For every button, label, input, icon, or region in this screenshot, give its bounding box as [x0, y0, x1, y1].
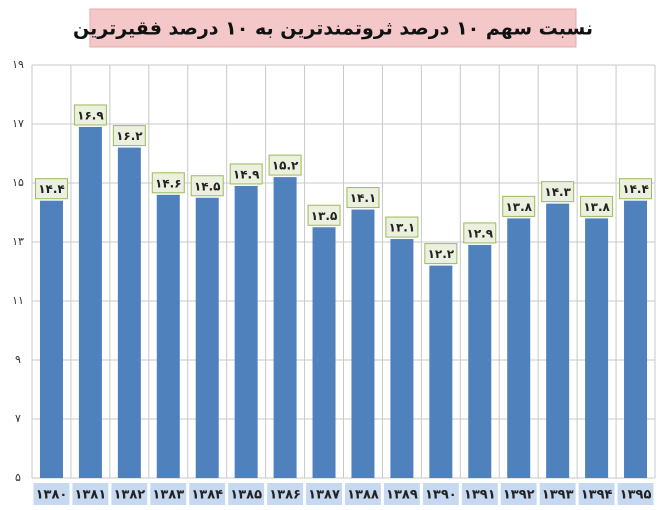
x-label-box [422, 483, 459, 505]
y-tick-label: ۹ [15, 353, 21, 366]
value-label-box [385, 216, 419, 238]
value-label: ۱۴.۵ [194, 179, 221, 193]
x-tick-label: ۱۳۸۴ [191, 488, 223, 503]
x-label-box [578, 483, 615, 505]
bar [546, 203, 570, 478]
y-tick-label: ۱۹ [12, 58, 24, 71]
x-label-box [72, 483, 109, 505]
y-tick-label: ۱۷ [12, 117, 24, 130]
x-label-box [267, 483, 304, 505]
x-label-box [461, 483, 498, 505]
y-tick-label: ۱۱ [12, 294, 24, 307]
value-label: ۱۴.۴ [38, 182, 65, 196]
value-label: ۱۴.۹ [233, 167, 260, 181]
x-label-box [500, 483, 537, 505]
value-label: ۱۲.۹ [467, 226, 494, 240]
bar [273, 177, 297, 478]
value-label: ۱۳.۸ [505, 200, 532, 214]
value-label-box [346, 187, 380, 209]
value-label: ۱۴.۶ [155, 176, 182, 190]
bar [468, 244, 492, 478]
x-label-box [539, 483, 576, 505]
value-label-box [34, 178, 68, 200]
x-label-box [306, 483, 342, 505]
x-tick-label: ۱۳۸۶ [269, 488, 301, 503]
x-tick-label: ۱۳۸۰ [36, 488, 68, 503]
bar [156, 194, 180, 479]
x-tick-label: ۱۳۹۵ [620, 488, 652, 503]
title-box [89, 8, 577, 48]
x-tick-label: ۱۳۹۲ [503, 488, 535, 503]
x-label-box [617, 483, 654, 505]
x-tick-label: ۱۳۸۹ [386, 488, 418, 503]
value-label: ۱۶.۲ [116, 129, 143, 143]
bar [429, 265, 453, 478]
y-tick-label: ۱۵ [12, 176, 24, 189]
value-label: ۱۵.۲ [272, 159, 299, 173]
bar [585, 218, 609, 478]
value-label-box [619, 178, 653, 200]
value-label: ۱۳.۸ [583, 200, 610, 214]
value-label-box [463, 222, 497, 244]
value-label: ۱۲.۲ [428, 247, 455, 261]
value-label-box [541, 181, 575, 203]
value-label-box [502, 195, 536, 217]
value-label-box [424, 243, 458, 265]
bar [39, 200, 63, 478]
y-tick-label: ۵ [15, 471, 21, 484]
x-tick-label: ۱۳۸۸ [347, 488, 379, 503]
y-tick-label: ۷ [15, 412, 21, 425]
value-label-box [151, 172, 185, 194]
value-label: ۱۳.۱ [389, 221, 416, 235]
value-label-box [190, 175, 224, 197]
x-label-box [383, 483, 420, 505]
x-label-box [150, 483, 187, 505]
x-label-box [189, 483, 226, 505]
x-tick-label: ۱۳۸۵ [230, 488, 262, 503]
bar [117, 147, 141, 478]
x-label-box [111, 483, 148, 505]
value-label: ۱۳.۵ [311, 209, 338, 223]
x-label-box [228, 483, 265, 505]
x-tick-label: ۱۳۸۳ [152, 488, 184, 503]
value-label-box [268, 154, 302, 176]
bar [312, 227, 336, 478]
y-tick-label: ۱۳ [12, 235, 24, 248]
x-tick-label: ۱۳۹۳ [542, 488, 574, 503]
value-label: ۱۴.۴ [622, 182, 649, 196]
x-tick-label: ۱۳۹۰ [425, 488, 457, 503]
value-label-box [307, 204, 341, 226]
bar [234, 185, 258, 478]
value-label-box [229, 163, 263, 185]
bar [507, 218, 531, 478]
x-label-box [33, 483, 70, 505]
bar [351, 209, 375, 479]
value-label-box [112, 125, 146, 147]
value-label-box [73, 104, 107, 126]
bar [624, 200, 648, 478]
bar [195, 197, 219, 478]
value-label: ۱۴.۳ [544, 185, 571, 199]
x-label-box [345, 483, 381, 505]
value-label-box [580, 195, 614, 217]
x-tick-label: ۱۳۹۴ [581, 488, 613, 503]
bar [78, 126, 102, 478]
chart-title: نسبت سهم ۱۰ درصد ثروتمندترین به ۱۰ درصد … [73, 18, 593, 40]
value-label: ۱۶.۹ [77, 108, 104, 122]
x-tick-label: ۱۳۸۲ [113, 488, 145, 503]
x-tick-label: ۱۳۸۱ [75, 488, 107, 503]
x-tick-label: ۱۳۸۷ [308, 488, 340, 503]
bar [390, 239, 414, 478]
value-label: ۱۴.۱ [350, 191, 377, 205]
x-tick-label: ۱۳۹۱ [464, 488, 496, 503]
